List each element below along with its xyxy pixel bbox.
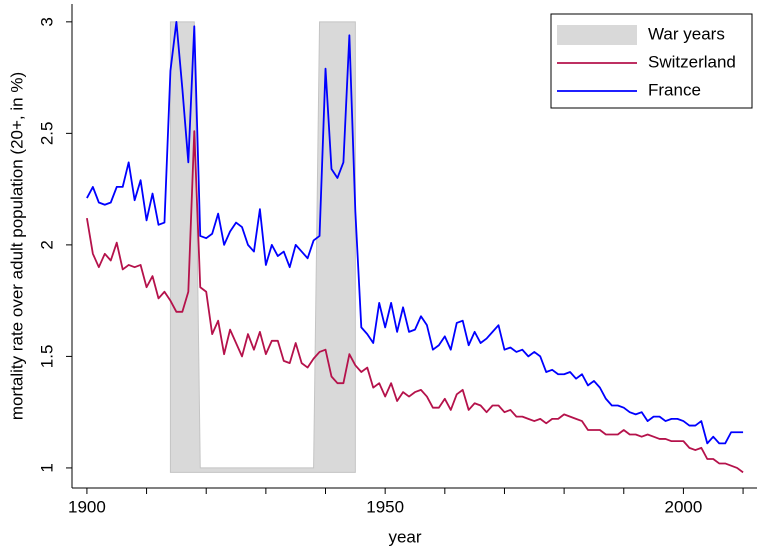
legend-swatch	[557, 25, 637, 45]
legend-label: War years	[648, 24, 725, 43]
legend-label: France	[648, 80, 701, 99]
line-2	[86, 20, 744, 445]
y-axis-label: mortality rate over adult population (20…	[7, 72, 26, 420]
y-tick-label: 3	[37, 17, 56, 26]
x-tick-label: 1900	[68, 497, 106, 516]
legend-label: Switzerland	[648, 52, 736, 71]
y-tick-label: 2	[37, 240, 56, 249]
line-1	[86, 130, 744, 474]
y-tick-label: 2.5	[37, 122, 56, 146]
x-axis-label: year	[388, 527, 421, 546]
war-area	[169, 21, 356, 473]
x-tick-label: 2000	[665, 497, 703, 516]
y-tick-label: 1	[37, 463, 56, 472]
y-tick-label: 1.5	[37, 345, 56, 369]
x-tick-label: 1950	[366, 497, 404, 516]
